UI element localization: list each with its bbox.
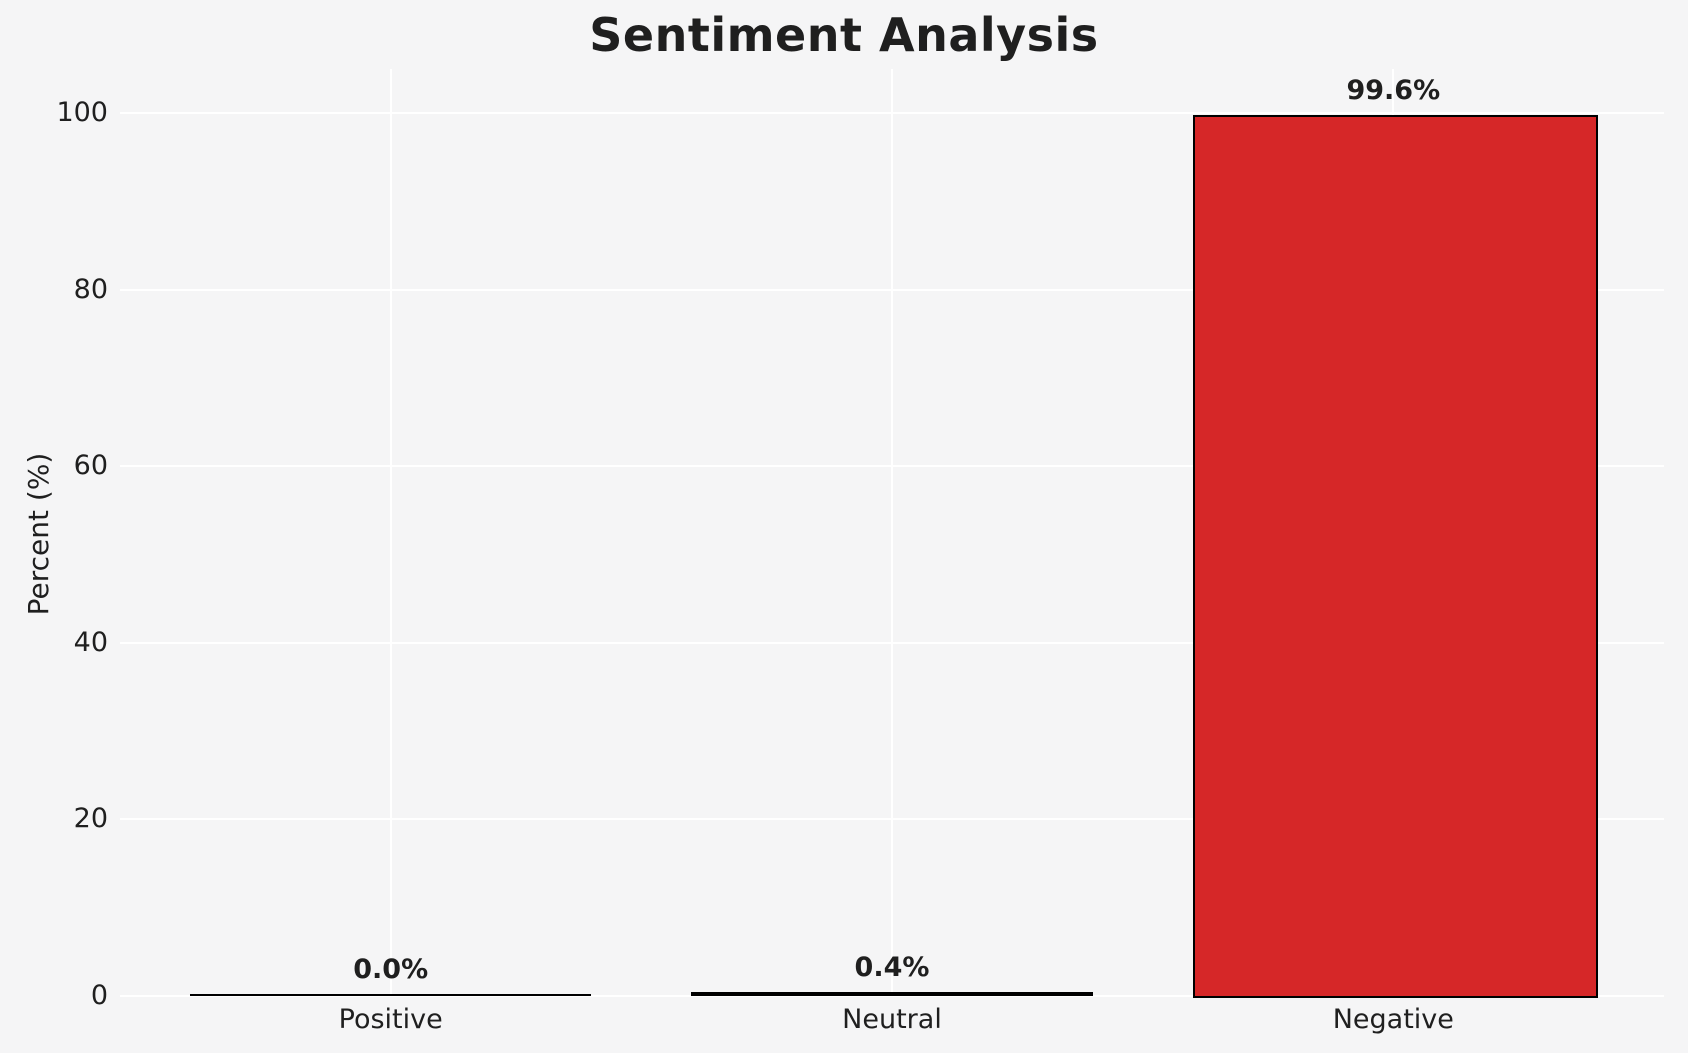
v-gridline-neutral	[891, 69, 893, 996]
x-tick-label-negative: Negative	[1332, 1004, 1454, 1035]
y-tick-label-80: 80	[73, 273, 108, 305]
y-tick-label-100: 100	[56, 97, 108, 129]
bar-neutral	[691, 992, 1093, 996]
y-tick-label-20: 20	[73, 803, 108, 835]
v-gridline-positive	[389, 69, 392, 996]
value-label-negative: 99.6%	[1346, 74, 1441, 106]
value-label-positive: 0.0%	[353, 954, 429, 985]
y-tick-label-0: 0	[90, 980, 108, 1011]
h-gridline-0	[120, 995, 1664, 997]
y-tick-label-40: 40	[73, 626, 108, 658]
x-tick-label-neutral: Neutral	[842, 1004, 942, 1035]
y-tick-label-60: 60	[73, 450, 108, 482]
bar-negative	[1192, 114, 1598, 998]
chart-title: Sentiment Analysis	[589, 8, 1099, 62]
x-tick-label-positive: Positive	[338, 1004, 443, 1035]
bar-positive	[190, 994, 592, 996]
value-label-neutral: 0.4%	[854, 952, 930, 984]
